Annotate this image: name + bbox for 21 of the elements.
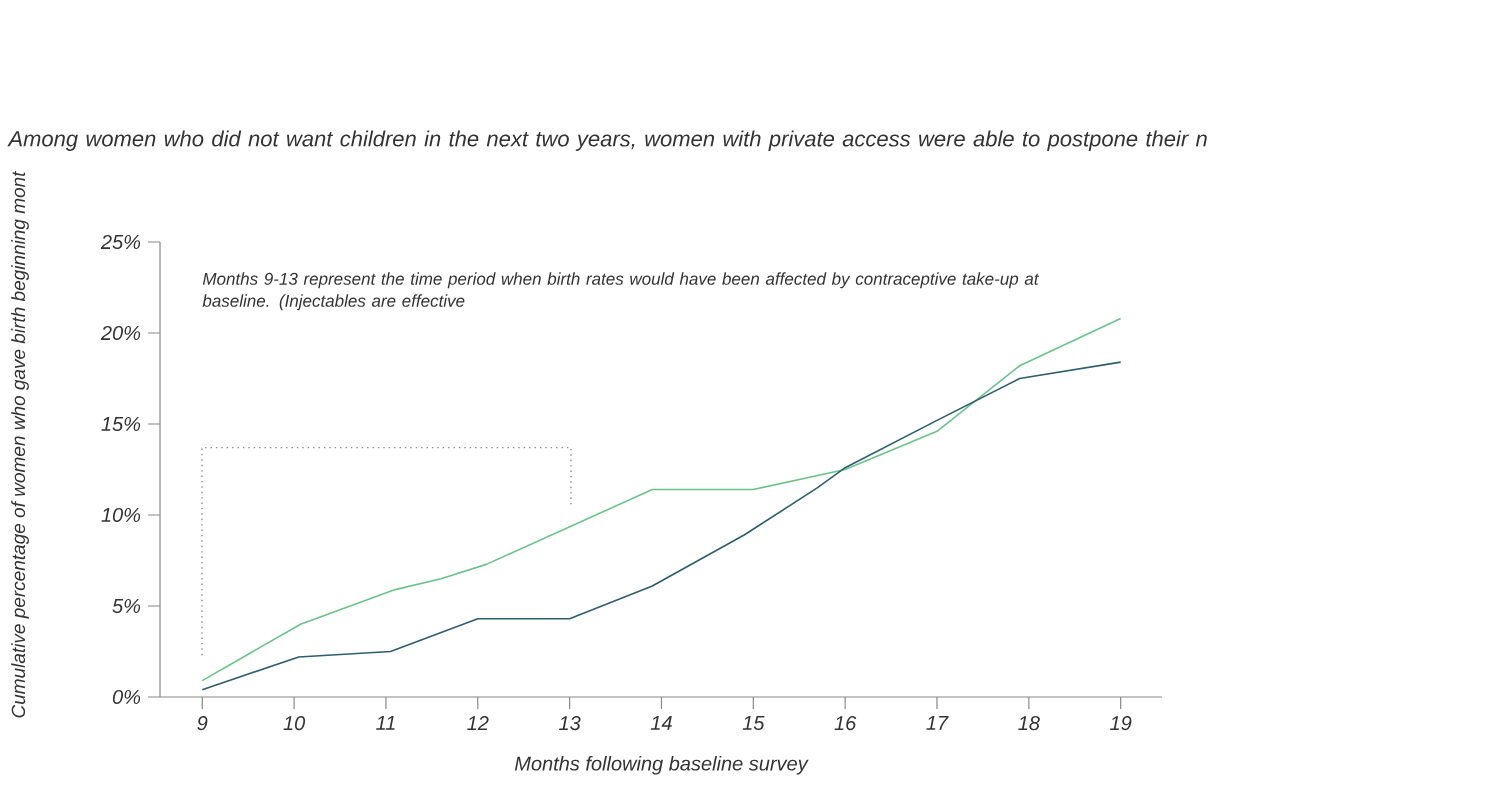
x-tick-label: 12 <box>467 716 489 731</box>
x-tick-label: 17 <box>926 716 949 730</box>
x-tick-label: 19 <box>1110 716 1132 731</box>
y-tick-label: 15% <box>101 416 141 432</box>
x-tick-label: 11 <box>376 716 395 730</box>
x-tick-label: 16 <box>834 716 857 731</box>
y-axis-title: Cumulative percentage of women who gave birth beginning mont <box>11 170 29 718</box>
y-tick-label: 10% <box>101 507 141 523</box>
x-tick-label: 10 <box>283 716 306 731</box>
x-tick-label: 15 <box>742 716 765 730</box>
y-tick-label: 0% <box>112 689 141 705</box>
x-tick-label: 14 <box>650 716 672 730</box>
y-tick-label: 5% <box>112 598 141 614</box>
y-tick-label: 25% <box>100 234 141 250</box>
y-tick-label: 20% <box>100 325 141 341</box>
chart-title: Among women who did not want children in the next two years, women with private access were able to postpone their n <box>7 130 1207 151</box>
x-tick-label: 18 <box>1018 716 1040 731</box>
x-axis-title: Months following baseline survey <box>514 755 809 775</box>
annotation: Months 9-13 represent the time period when birth rates would have been affected by contraceptive take-up at baseline. (Injectables are effective <box>202 272 1040 311</box>
x-tick-label: 9 <box>197 716 208 731</box>
x-tick-label: 13 <box>559 716 581 731</box>
